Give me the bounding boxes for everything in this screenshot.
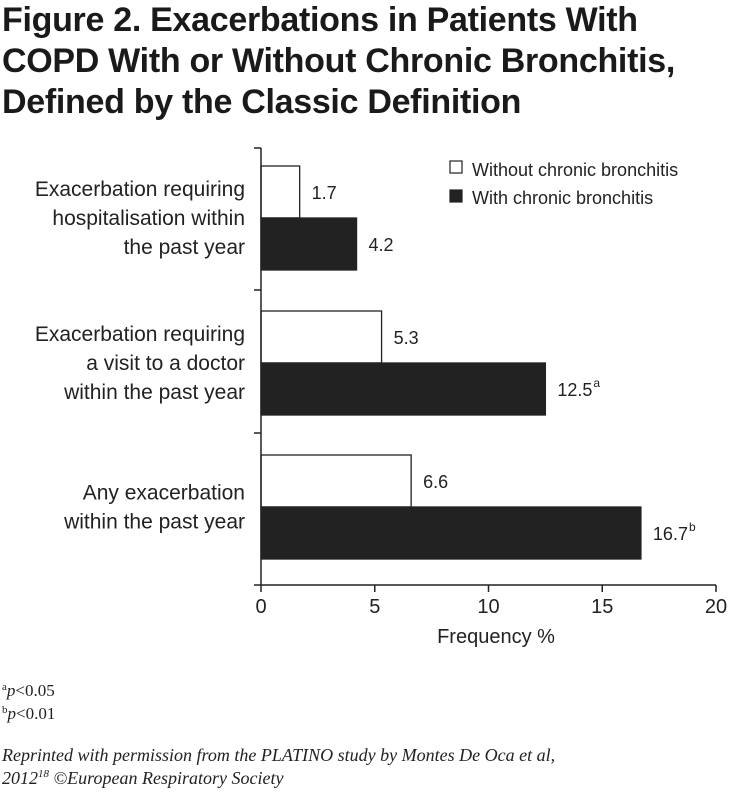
footnote-a-p: p [6, 681, 16, 700]
category-label: within the past year [63, 511, 245, 534]
category-label: within the past year [63, 381, 245, 404]
x-tick-label: 15 [591, 596, 613, 618]
legend-swatch-without [449, 160, 463, 174]
footnote-b: bp<0.01 [2, 703, 55, 725]
bar-chart: 0 5 10 15 20 1.7 4.2 Exacerbation requiring hos… [35, 147, 727, 648]
x-tick-label: 0 [255, 596, 266, 618]
x-tick-label: 10 [477, 596, 499, 618]
x-tick-label: 20 [705, 596, 727, 618]
data-label: 1.7 [312, 183, 337, 203]
legend: Without chronic bronchitis With chronic … [449, 160, 678, 208]
figure-title-line: Defined by the Classic Definition [2, 83, 522, 121]
data-label: 4.2 [369, 235, 394, 255]
data-label-superscript: b [689, 520, 696, 534]
figure-title: Figure 2. Exacerbations in Patients With… [2, 0, 737, 123]
legend-label-without: Without chronic bronchitis [472, 160, 678, 180]
figure-title-line: COPD With or Without Chronic Bronchitis, [2, 42, 675, 80]
credit-line-1: Reprinted with permission from the PLATI… [2, 745, 556, 765]
category-label: hospitalisation within [52, 207, 245, 230]
legend-label-with: With chronic bronchitis [472, 188, 653, 208]
data-label: 6.6 [423, 472, 448, 492]
bar-group [260, 165, 642, 560]
bar-without-cb-1 [260, 165, 301, 219]
category-label: the past year [124, 236, 245, 259]
x-tick-label: 5 [369, 596, 380, 618]
data-label: 16.7b [653, 520, 696, 544]
x-axis-title: Frequency % [437, 626, 555, 648]
axes: 0 5 10 15 20 [254, 147, 727, 618]
category-label: Exacerbation requiring [35, 178, 245, 201]
data-label: 5.3 [394, 328, 419, 348]
bar-with-cb-3 [260, 506, 642, 560]
credit-year: 2012 [2, 768, 38, 788]
bar-with-cb-1 [260, 217, 358, 271]
bar-without-cb-2 [260, 310, 383, 364]
data-label-superscript: a [593, 376, 600, 390]
credit-rest: ©European Respiratory Society [49, 768, 284, 788]
footnote-b-marker: b [2, 704, 8, 716]
footnote-b-text: <0.01 [16, 704, 56, 723]
footnote-a: ap<0.05 [2, 680, 55, 702]
figure-title-line: Figure 2. Exacerbations in Patients With [2, 1, 638, 39]
category-label: Exacerbation requiring [35, 323, 245, 346]
bar-without-cb-3 [260, 454, 412, 508]
label-group: 1.7 4.2 Exacerbation requiring hospitalisat… [35, 178, 696, 544]
footnote-a-text: <0.05 [15, 681, 55, 700]
footnote-b-p: p [7, 704, 17, 723]
legend-swatch-with [449, 189, 463, 203]
reprint-credit: Reprinted with permission from the PLATI… [2, 744, 737, 790]
credit-ref: 18 [38, 768, 49, 780]
bar-with-cb-2 [260, 362, 547, 416]
category-label: a visit to a doctor [86, 352, 245, 375]
data-label: 12.5a [557, 376, 600, 400]
category-label: Any exacerbation [83, 482, 245, 505]
footnote-a-marker: a [2, 681, 7, 693]
